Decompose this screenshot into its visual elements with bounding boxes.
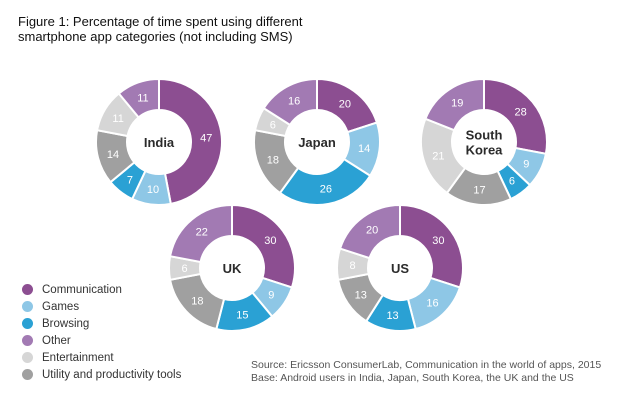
- donut-japan: 20 14 26 18 6 16 Japan: [253, 77, 381, 206]
- slice-value-label: 9: [268, 290, 274, 302]
- slice-other: [117, 77, 160, 119]
- figure-title-line-2: smartphone app categories (not including…: [18, 29, 293, 44]
- donut-center-label: South: [466, 128, 503, 143]
- slice-other: [338, 203, 401, 260]
- slice-value-label: 30: [264, 235, 276, 247]
- slice-value-label: 6: [270, 120, 276, 132]
- legend-item-games: Games: [22, 298, 181, 315]
- legend: Communication Games Browsing Other Enter…: [22, 281, 181, 383]
- legend-swatch: [22, 301, 33, 312]
- slice-value-label: 6: [509, 175, 515, 187]
- slice-value-label: 22: [196, 226, 208, 238]
- slice-value-label: 21: [432, 150, 444, 162]
- legend-label: Utility and productivity tools: [42, 368, 182, 381]
- legend-item-other: Other: [22, 332, 181, 349]
- slice-value-label: 13: [386, 310, 398, 322]
- donut-us: 30 16 13 13 8 20 US: [336, 203, 464, 332]
- slice-value-label: 11: [112, 113, 123, 125]
- slice-value-label: 8: [350, 260, 356, 272]
- legend-label: Games: [42, 300, 80, 313]
- slice-value-label: 6: [181, 263, 187, 275]
- legend-swatch: [22, 369, 33, 380]
- slice-value-label: 17: [473, 184, 485, 196]
- legend-swatch: [22, 318, 33, 329]
- legend-label: Other: [42, 334, 71, 347]
- slice-value-label: 30: [432, 235, 444, 247]
- donut-india: 47 10 7 14 11 11 India: [95, 77, 223, 206]
- donut-center-label: India: [144, 135, 175, 150]
- slice-other: [262, 77, 318, 127]
- slice-value-label: 20: [339, 99, 351, 111]
- slice-value-label: 26: [320, 184, 332, 196]
- slice-value-label: 11: [137, 92, 148, 104]
- legend-swatch: [22, 335, 33, 346]
- slice-value-label: 18: [267, 154, 279, 166]
- slice-other: [424, 77, 485, 132]
- legend-item-entertainment: Entertainment: [22, 349, 181, 366]
- donut-center-label: Japan: [298, 135, 336, 150]
- slice-value-label: 28: [514, 107, 526, 119]
- donut-center-label: Korea: [466, 143, 504, 158]
- legend-item-communication: Communication: [22, 281, 181, 298]
- slice-value-label: 20: [366, 225, 378, 237]
- figure-title-line-1: Figure 1: Percentage of time spent using…: [18, 14, 303, 29]
- legend-swatch: [22, 352, 33, 363]
- slice-other: [168, 203, 233, 264]
- legend-label: Communication: [42, 283, 122, 296]
- slice-value-label: 16: [288, 95, 300, 107]
- slice-value-label: 16: [426, 298, 438, 310]
- source-line: Source: Ericsson ConsumerLab, Communicat…: [251, 359, 602, 371]
- slice-value-label: 18: [191, 296, 203, 308]
- legend-label: Entertainment: [42, 351, 114, 364]
- slice-value-label: 13: [355, 290, 367, 302]
- legend-label: Browsing: [42, 317, 90, 330]
- donut-center-label: US: [391, 261, 409, 276]
- slice-value-label: 9: [523, 159, 529, 171]
- source-note: Source: Ericsson ConsumerLab, Communicat…: [251, 359, 601, 385]
- slice-value-label: 19: [451, 98, 463, 110]
- slice-communication: [231, 203, 296, 289]
- donut-center-label: UK: [223, 261, 242, 276]
- legend-swatch: [22, 284, 33, 295]
- slice-value-label: 10: [147, 184, 159, 196]
- donut-uk: 30 9 15 18 6 22 UK: [168, 203, 296, 332]
- slice-communication: [483, 77, 548, 155]
- slice-value-label: 15: [236, 309, 248, 321]
- slice-value-label: 14: [107, 149, 119, 161]
- slice-communication: [158, 77, 223, 206]
- legend-item-browsing: Browsing: [22, 315, 181, 332]
- figure-title: Figure 1: Percentage of time spent using…: [18, 14, 438, 44]
- slice-value-label: 14: [358, 143, 370, 155]
- legend-item-utility: Utility and productivity tools: [22, 366, 181, 383]
- slice-value-label: 47: [200, 133, 212, 145]
- base-line: Base: Android users in India, Japan, Sou…: [251, 372, 574, 384]
- slice-value-label: 7: [127, 175, 133, 187]
- slice-communication: [399, 203, 464, 289]
